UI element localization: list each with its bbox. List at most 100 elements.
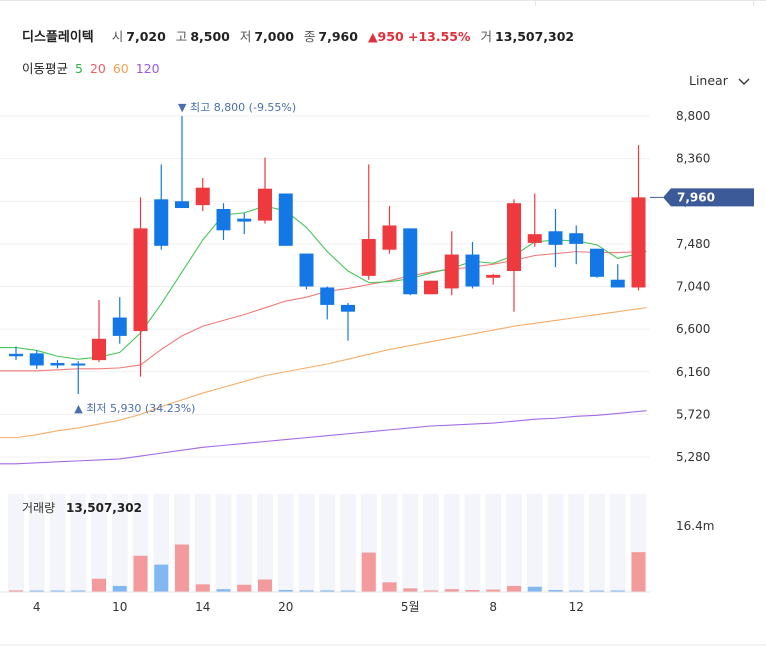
volume-bg-column	[49, 494, 66, 592]
volume-bar	[631, 552, 646, 592]
volume-bar	[278, 589, 293, 592]
high-label: 고	[175, 29, 188, 44]
candle-body	[590, 248, 604, 277]
close-label: 종	[303, 29, 316, 44]
candle-body	[237, 218, 252, 222]
volume-bar	[610, 590, 625, 592]
top-tick-divider	[535, 0, 536, 6]
volume-bg-column	[589, 494, 605, 592]
volume-bar	[444, 589, 459, 592]
volume-bar	[299, 590, 314, 592]
candle-body	[341, 304, 355, 312]
volume-bar	[486, 589, 501, 592]
volume-bar	[237, 584, 252, 592]
volume-bg-column	[547, 494, 564, 592]
volume-bar	[403, 588, 418, 592]
ma5-line	[0, 205, 647, 360]
candle-body	[527, 234, 542, 243]
open-value: 7,020	[126, 29, 166, 44]
candle-body	[133, 228, 148, 332]
volume-bg-column	[526, 494, 543, 592]
scale-mode-dropdown[interactable]: Linear	[689, 73, 750, 88]
volume-bg-column	[464, 494, 481, 592]
ma-120[interactable]: 120	[135, 61, 160, 76]
volume-value: 13,507,302	[495, 29, 575, 44]
volume-bg-column	[298, 494, 315, 592]
volume-panel-value: 13,507,302	[66, 501, 142, 515]
candle-body	[29, 353, 44, 366]
ma-60[interactable]: 60	[112, 61, 129, 76]
candle-body	[361, 239, 376, 276]
volume-bar	[382, 582, 397, 592]
volume-bar	[507, 585, 521, 592]
volume-bar	[548, 589, 563, 592]
volume-bg-column	[277, 494, 294, 592]
scale-mode-label: Linear	[689, 73, 728, 88]
ma-20[interactable]: 20	[89, 61, 106, 76]
ma-5[interactable]: 5	[75, 61, 83, 76]
volume-label: 거	[480, 29, 493, 44]
volume-bar	[258, 579, 272, 592]
volume-bar	[92, 578, 106, 592]
candle-body	[320, 287, 335, 305]
volume-bg-column	[443, 494, 460, 592]
volume-bar	[133, 555, 148, 592]
volume-bar	[590, 590, 604, 592]
candle-body	[278, 193, 293, 246]
volume-panel-label: 거래량	[22, 501, 55, 515]
current-price-label: 7,960	[677, 190, 715, 204]
candle-body	[175, 201, 189, 209]
volume-bg-column	[111, 494, 128, 592]
volume-bar	[569, 590, 584, 592]
stock-name: 디스플레이텍	[22, 30, 94, 45]
x-tick-label: 10	[112, 600, 127, 614]
high-value: 8,500	[190, 29, 230, 44]
x-tick-label: 12	[569, 600, 584, 614]
candle-body	[507, 203, 521, 271]
max-price-annotation: ▼ 최고 8,800 (-9.55%)	[178, 101, 296, 114]
low-value: 7,000	[254, 29, 294, 44]
candle-body	[92, 338, 106, 361]
candle-body	[71, 363, 86, 366]
volume-bar	[154, 564, 169, 592]
low-label: 저	[239, 29, 252, 44]
chevron-down-icon	[738, 78, 750, 85]
candle-body	[424, 280, 438, 295]
candle-body	[486, 274, 501, 278]
volume-bar	[341, 590, 355, 592]
ma60-line	[0, 307, 647, 439]
volume-bg-column	[506, 494, 522, 592]
volume-bg-column	[340, 494, 356, 592]
y-tick-label: 5,720	[676, 407, 710, 421]
candle-body	[50, 363, 65, 366]
volume-bar	[195, 584, 210, 592]
volume-bar	[424, 590, 438, 592]
volume-bg-column	[402, 494, 419, 592]
min-price-annotation: ▲ 최저 5,930 (34.23%)	[74, 402, 195, 415]
candle-body	[631, 197, 646, 288]
change-value: ▲950 +13.55%	[367, 29, 471, 44]
candle-body	[548, 231, 563, 245]
volume-bg-column	[381, 494, 398, 592]
current-price-tag	[663, 188, 754, 207]
candle-body	[382, 225, 397, 250]
volume-bar	[361, 552, 376, 592]
volume-bar	[320, 590, 335, 592]
volume-bar	[9, 590, 23, 592]
volume-bg-column	[215, 494, 232, 592]
volume-bg-column	[257, 494, 273, 592]
volume-bar	[216, 589, 231, 592]
y-tick-label: 7,480	[676, 237, 710, 251]
candle-body	[299, 253, 314, 287]
volume-bg-column	[236, 494, 253, 592]
volume-bar	[29, 590, 44, 592]
volume-y-tick: 16.4m	[676, 519, 714, 533]
candle-body	[112, 317, 127, 336]
volume-bg-column	[194, 494, 211, 592]
y-tick-label: 6,600	[676, 322, 710, 336]
x-tick-label: 14	[195, 600, 210, 614]
top-divider	[0, 0, 766, 1]
volume-bar	[112, 585, 127, 592]
x-tick-label: 5월	[401, 600, 420, 614]
